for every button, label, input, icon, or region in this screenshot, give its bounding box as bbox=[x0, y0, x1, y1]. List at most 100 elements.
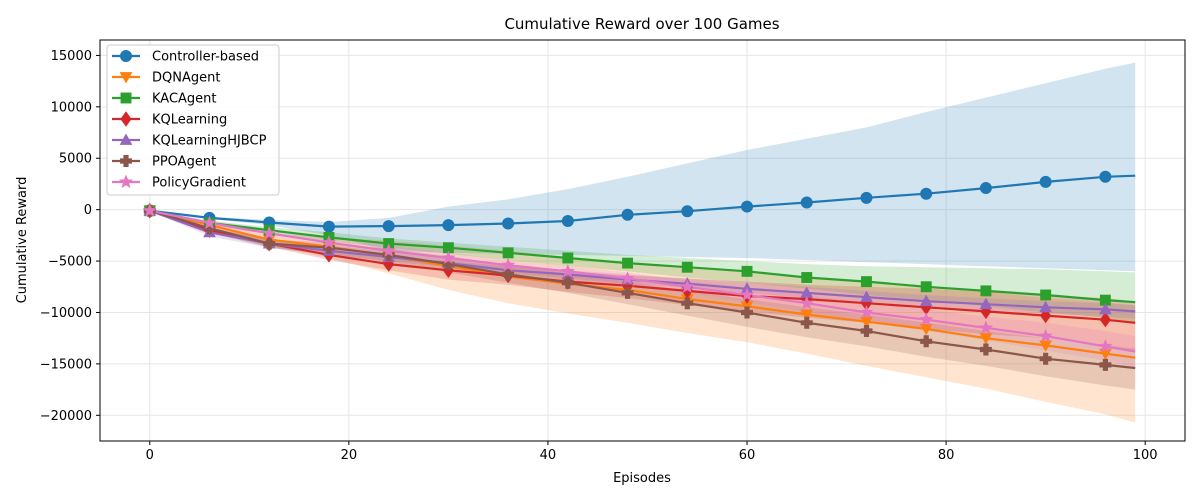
y-tick-label: 5000 bbox=[59, 152, 92, 167]
marker-controller-based bbox=[561, 214, 574, 227]
marker-kacagent bbox=[681, 261, 693, 273]
line-policygradient bbox=[149, 209, 1136, 353]
marker-kqlearninghjbcp bbox=[860, 290, 873, 302]
series-lines bbox=[149, 174, 1136, 370]
line-kacagent bbox=[149, 209, 1136, 304]
marker-ppoagent bbox=[800, 316, 813, 329]
legend-marker-kqlearninghjbcp bbox=[119, 133, 133, 145]
marker-kqlearninghjbcp bbox=[1039, 300, 1052, 313]
marker-controller-based bbox=[442, 219, 455, 232]
legend-label-dqnagent: DQNAgent bbox=[152, 71, 220, 86]
line-controller-based bbox=[149, 174, 1136, 228]
marker-ppoagent bbox=[741, 306, 753, 319]
marker-controller-based bbox=[621, 208, 634, 221]
marker-dqnagent bbox=[800, 309, 814, 322]
marker-kacagent bbox=[1040, 289, 1052, 301]
marker-controller-based bbox=[681, 205, 694, 218]
marker-controller-based bbox=[741, 200, 754, 213]
y-tick-label: −5000 bbox=[48, 255, 92, 270]
marker-controller-based bbox=[979, 182, 992, 195]
marker-policygradient bbox=[978, 320, 994, 334]
marker-policygradient bbox=[142, 203, 157, 217]
marker-dqnagent bbox=[860, 316, 873, 329]
legend-marker-dqnagent bbox=[119, 72, 133, 84]
marker-policygradient bbox=[919, 312, 934, 326]
chart-title: Cumulative Reward over 100 Games bbox=[504, 15, 779, 33]
legend-label-controller-based: Controller-based bbox=[152, 50, 259, 65]
marker-controller-based bbox=[920, 187, 933, 200]
marker-controller-based bbox=[1039, 175, 1052, 188]
marker-policygradient bbox=[680, 279, 695, 293]
band-controller-based bbox=[149, 62, 1136, 272]
x-tick-label: 20 bbox=[341, 448, 358, 463]
legend-label-policygradient: PolicyGradient bbox=[152, 176, 246, 191]
plot-frame bbox=[99, 39, 1186, 442]
marker-kacagent bbox=[562, 252, 574, 264]
marker-controller-based bbox=[800, 196, 813, 209]
line-ppoagent bbox=[149, 209, 1136, 370]
marker-kqlearninghjbcp bbox=[919, 294, 933, 307]
marker-policygradient bbox=[620, 271, 635, 285]
marker-kacagent bbox=[801, 272, 813, 283]
legend-marker-controller-based bbox=[120, 50, 132, 62]
marker-kacagent bbox=[861, 276, 872, 288]
marker-policygradient bbox=[381, 243, 396, 257]
marker-policygradient bbox=[441, 250, 456, 265]
marker-controller-based bbox=[382, 220, 395, 233]
y-tick-label: 0 bbox=[84, 203, 92, 218]
marker-ppoagent bbox=[979, 343, 992, 356]
marker-ppoagent bbox=[920, 335, 933, 348]
legend-marker-policygradient bbox=[118, 174, 134, 189]
x-tick-label: 100 bbox=[1133, 448, 1158, 463]
marker-ppoagent bbox=[1099, 358, 1112, 371]
marker-kacagent bbox=[920, 281, 932, 293]
x-axis-label: Episodes bbox=[613, 471, 671, 486]
y-tick-label: 10000 bbox=[51, 100, 92, 115]
marker-ppoagent bbox=[681, 297, 694, 310]
legend-marker-kacagent bbox=[120, 92, 132, 104]
marker-controller-based bbox=[1099, 170, 1112, 183]
x-tick-label: 0 bbox=[146, 448, 154, 463]
legend: Controller-based DQNAgent KACAgent KQLearni… bbox=[106, 44, 280, 196]
band-kacagent bbox=[149, 210, 1136, 323]
marker-policygradient bbox=[740, 287, 755, 302]
x-tick-label: 40 bbox=[540, 448, 557, 463]
marker-dqnagent bbox=[919, 324, 933, 336]
marker-dqnagent bbox=[979, 333, 993, 345]
y-tick-label: −10000 bbox=[40, 306, 92, 321]
legend-label-kqlearning: KQLearning bbox=[152, 113, 227, 128]
grid bbox=[100, 40, 1185, 441]
marker-policygradient bbox=[799, 295, 814, 310]
marker-kqlearninghjbcp bbox=[1099, 302, 1112, 315]
marker-policygradient bbox=[1098, 339, 1113, 353]
marker-kqlearning bbox=[1099, 311, 1111, 328]
marker-ppoagent bbox=[1039, 352, 1052, 365]
y-tick-label: 15000 bbox=[51, 49, 92, 64]
marker-policygradient bbox=[202, 215, 217, 229]
marker-dqnagent bbox=[1039, 340, 1052, 352]
marker-policygradient bbox=[501, 257, 516, 272]
legend-label-kqlearninghjbcp: KQLearningHJBCP bbox=[152, 134, 267, 149]
y-axis-label: Cumulative Reward bbox=[15, 177, 30, 304]
marker-policygradient bbox=[859, 305, 874, 319]
x-tick-label: 60 bbox=[739, 448, 756, 463]
y-tick-label: −15000 bbox=[40, 357, 92, 372]
marker-ppoagent bbox=[502, 268, 515, 281]
marker-kacagent bbox=[741, 265, 753, 277]
marker-ppoagent bbox=[561, 276, 574, 289]
marker-kacagent bbox=[622, 257, 634, 269]
marker-policygradient bbox=[262, 225, 277, 240]
band-dqnagent bbox=[149, 210, 1136, 423]
legend-marker-ppoagent bbox=[120, 155, 132, 167]
series-markers bbox=[142, 170, 1113, 371]
marker-kacagent bbox=[502, 247, 514, 259]
legend-box bbox=[106, 44, 280, 196]
marker-ppoagent bbox=[860, 325, 873, 337]
marker-controller-based bbox=[860, 191, 873, 204]
marker-kacagent bbox=[980, 285, 992, 297]
marker-policygradient bbox=[321, 235, 336, 249]
axis-ticks: 0 20 40 60 80 100 −20000 −15000 −10000 −5000 0 5000… bbox=[40, 49, 1158, 463]
line-dqnagent bbox=[149, 209, 1136, 359]
legend-marker-kqlearning bbox=[120, 111, 132, 127]
marker-ppoagent bbox=[621, 286, 634, 299]
